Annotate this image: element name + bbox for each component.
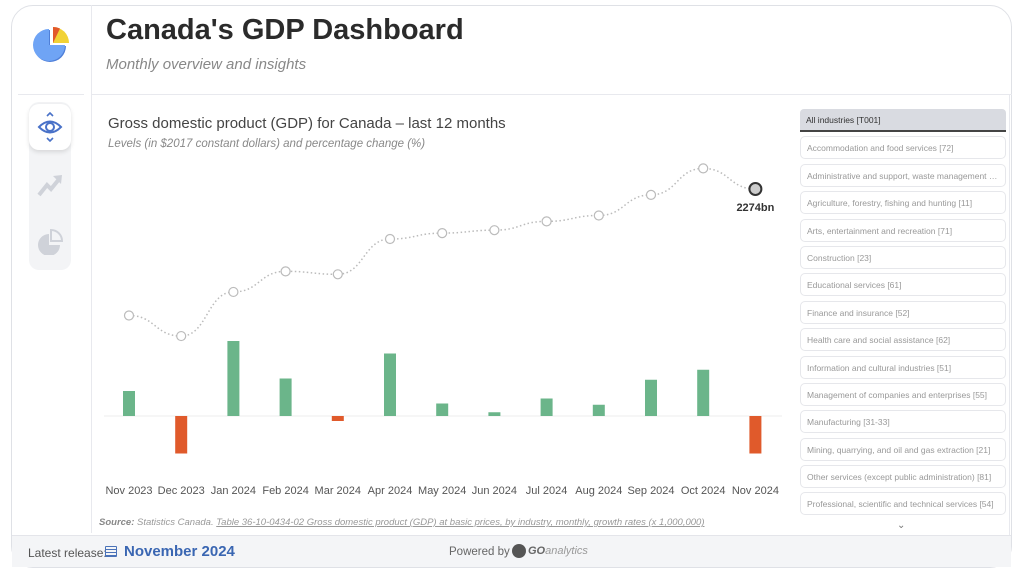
data-point <box>228 286 239 298</box>
industry-item[interactable]: Mining, quarrying, and oil and gas extra… <box>800 437 1006 461</box>
data-point <box>748 182 763 196</box>
chart-subtitle: Levels (in $2017 constant dollars) and p… <box>108 138 426 150</box>
x-tick-label: Jun 2024 <box>472 485 517 497</box>
data-point <box>593 210 604 221</box>
x-tick-label: Mar 2024 <box>315 485 361 497</box>
data-point <box>698 163 709 174</box>
eye-icon <box>37 112 63 142</box>
industry-item[interactable]: Manufacturing [31-33] <box>800 410 1006 434</box>
powered-by-label: Powered by <box>449 546 510 558</box>
industry-item[interactable]: All industries [T001] <box>800 109 1006 132</box>
divider <box>1009 95 1010 535</box>
industry-item[interactable]: Health care and social assistance [62] <box>800 328 1006 352</box>
bar <box>436 403 449 416</box>
divider <box>91 5 92 533</box>
bar <box>123 391 135 416</box>
side-nav <box>29 102 71 270</box>
bar <box>749 416 762 454</box>
page-title: Canada's GDP Dashboard <box>106 14 464 46</box>
divider <box>18 94 84 95</box>
industry-item[interactable]: Information and cultural industries [51] <box>800 355 1006 379</box>
bar <box>488 412 501 416</box>
nav-overview[interactable] <box>29 104 71 150</box>
industry-list: All industries [T001] Accommodation and f… <box>800 109 1006 520</box>
x-tick-label: Nov 2024 <box>732 485 779 497</box>
data-point <box>489 225 500 236</box>
bar <box>645 379 657 416</box>
industry-item[interactable]: Administrative and support, waste manage… <box>800 163 1006 187</box>
industry-item[interactable]: Agriculture, forestry, fishing and hunti… <box>800 191 1006 215</box>
divider <box>92 94 1012 95</box>
bar <box>227 341 240 416</box>
data-point <box>645 189 657 200</box>
calendar-icon <box>105 546 117 557</box>
go-analytics-logo-icon <box>512 544 526 558</box>
chevron-down-icon[interactable]: ⌄ <box>897 520 906 531</box>
x-tick-label: Sep 2024 <box>627 485 674 497</box>
x-tick-label: Dec 2023 <box>158 485 205 497</box>
industry-item[interactable]: Management of companies and enterprises … <box>800 382 1006 406</box>
bar <box>175 416 188 454</box>
pie-logo-icon <box>33 26 69 62</box>
source-link[interactable]: Table 36-10-0434-02 Gross domestic produ… <box>216 517 705 528</box>
data-point <box>332 269 343 280</box>
x-tick-label: May 2024 <box>418 485 466 497</box>
x-tick-label: Jul 2024 <box>526 485 568 497</box>
bar <box>384 353 396 416</box>
industry-item[interactable]: Construction [23] <box>800 245 1006 269</box>
data-point <box>176 330 187 342</box>
industry-item[interactable]: Accommodation and food services [72] <box>800 136 1006 160</box>
data-point <box>280 266 291 277</box>
industry-item[interactable]: Finance and insurance [52] <box>800 300 1006 324</box>
data-point <box>123 310 135 321</box>
trend-up-icon <box>37 175 62 197</box>
source-label: Source: <box>99 517 135 528</box>
bar <box>697 369 710 416</box>
chart-title: Gross domestic product (GDP) for Canada … <box>108 115 506 132</box>
x-tick-label: Nov 2023 <box>105 485 152 497</box>
industry-item[interactable]: Other services (except public administra… <box>800 465 1006 489</box>
x-tick-label: Oct 2024 <box>681 485 726 497</box>
industry-item[interactable]: Arts, entertainment and recreation [71] <box>800 218 1006 242</box>
bar <box>540 398 553 416</box>
pie-chart-icon <box>38 228 64 255</box>
bar <box>279 378 292 416</box>
bar <box>331 416 344 421</box>
page-subtitle: Monthly overview and insights <box>106 56 307 73</box>
latest-release-label: Latest release: <box>28 546 107 560</box>
latest-release-date[interactable]: November 2024 <box>124 543 235 560</box>
x-tick-label: Feb 2024 <box>262 485 308 497</box>
x-tick-label: Aug 2024 <box>575 485 622 497</box>
x-tick-label: Apr 2024 <box>368 485 413 497</box>
industry-item[interactable]: Professional, scientific and technical s… <box>800 492 1006 516</box>
industry-item[interactable]: Educational services [61] <box>800 273 1006 297</box>
go-analytics-brand[interactable]: GOanalytics <box>528 545 588 557</box>
gdp-line <box>128 167 756 337</box>
data-point <box>384 233 396 245</box>
x-tick-label: Jan 2024 <box>211 485 256 497</box>
source-org: Statistics Canada. <box>137 517 214 528</box>
data-point <box>437 228 448 239</box>
bar <box>592 404 605 416</box>
data-point <box>541 216 552 227</box>
footer: Latest release: November 2024 Powered by… <box>12 535 1011 567</box>
nav-breakdown[interactable] <box>29 218 71 264</box>
nav-trends[interactable] <box>29 162 71 208</box>
source-note: Source: Statistics Canada. Table 36-10-0… <box>99 517 704 528</box>
last-value-label: 2274bn <box>736 202 774 214</box>
